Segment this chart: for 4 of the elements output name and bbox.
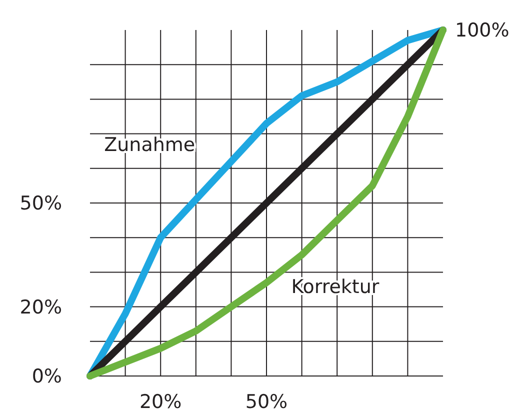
annotation: 100%	[455, 20, 510, 42]
y-tick-label: 0%	[32, 366, 62, 388]
y-tick-label: 20%	[20, 296, 62, 318]
y-tick-label: 50%	[20, 192, 62, 215]
